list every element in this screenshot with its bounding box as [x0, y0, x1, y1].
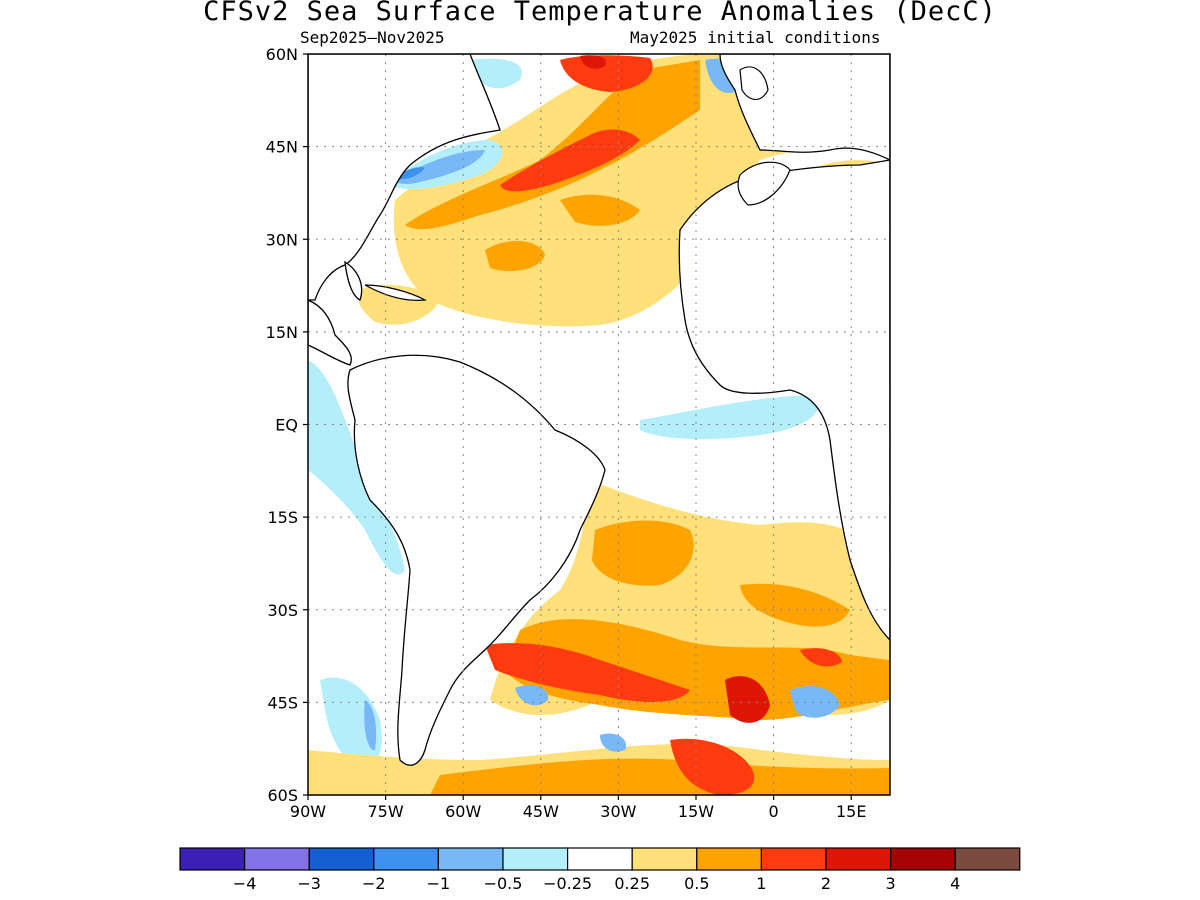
land-south-america: [347, 354, 606, 766]
lat-label: 15N: [266, 323, 298, 342]
anomaly-region-southern-ocean-red: [670, 738, 755, 795]
colorbar-swatch: [696, 847, 762, 871]
anomaly-region-equatorial-cold: [640, 395, 821, 440]
lon-label: 15E: [836, 802, 866, 821]
lon-label: 15W: [678, 802, 714, 821]
colorbar-swatch: [566, 847, 633, 871]
land-iberia: [737, 161, 791, 206]
lon-label: 90W: [290, 802, 326, 821]
lat-label: 30N: [266, 230, 298, 249]
land-british-isles: [739, 66, 769, 100]
anomaly-region-orange-mid2: [560, 194, 640, 226]
anomaly-region-pacific-blue: [364, 700, 377, 751]
lat-label: 45N: [266, 138, 298, 157]
land-cuba: [364, 284, 428, 301]
anomaly-region-red-north: [560, 55, 653, 92]
lat-label: 15S: [267, 508, 298, 527]
colorbar-swatch: [179, 847, 246, 871]
lat-label: 45S: [267, 693, 298, 712]
colorbar-swatch: [889, 847, 956, 871]
land-masses: [308, 54, 890, 766]
map-title: CFSv2 Sea Surface Temperature Anomalies …: [203, 0, 997, 27]
colorbar-tick-labels: −4 −3 −2 −1 −0.5 −0.25 0.25 0.5 1 2 3 4: [233, 874, 960, 893]
colorbar-label: −0.25: [543, 874, 592, 893]
colorbar-label: 1: [756, 874, 766, 893]
longitude-labels: 90W 75W 60W 45W 30W 15W 0 15E: [290, 802, 867, 821]
colorbar-swatch: [308, 847, 375, 871]
anomaly-region-pacific-cold: [308, 360, 405, 575]
anomaly-region-gulf-of-maine-blue: [395, 150, 485, 185]
anomaly-region-southern-ocean-orange: [430, 758, 890, 795]
anomaly-region-south-atlantic-red2: [725, 676, 770, 723]
lon-label: 30W: [600, 802, 636, 821]
anomaly-region-south-atlantic-red1: [485, 643, 690, 702]
anomaly-region-pacific-cold2: [320, 677, 382, 770]
anomaly-region-north-atlantic-red: [500, 129, 640, 192]
graticule: [308, 54, 890, 795]
lon-label: 0: [769, 802, 779, 821]
colorbar-swatch: [954, 847, 1021, 871]
colorbar-label: −1: [427, 874, 451, 893]
colorbar-label: 2: [821, 874, 831, 893]
anomaly-region-labrador-cold: [470, 58, 522, 89]
land-north-america: [308, 54, 501, 301]
colorbar-swatch: [373, 847, 439, 871]
lon-label: 60W: [445, 802, 481, 821]
anomaly-region-south-cold2: [790, 686, 840, 718]
colorbar-label: −0.5: [484, 874, 523, 893]
colorbar-label: −2: [362, 874, 386, 893]
colorbar-swatch: [631, 847, 698, 871]
colorbar-label: 3: [886, 874, 896, 893]
land-florida: [344, 260, 363, 301]
colorbar-swatch: [825, 847, 892, 871]
colorbar-swatch: [760, 847, 827, 871]
anomaly-region-orange-midlat: [485, 240, 545, 272]
axis-ticks: [303, 53, 852, 800]
latitude-labels: 60N 45N 30N 15N EQ 15S 30S 45S 60S: [266, 45, 298, 805]
forecast-period: Sep2025–Nov2025: [300, 28, 445, 47]
colorbar-swatch: [437, 847, 504, 871]
colorbar-label: 0.25: [614, 874, 650, 893]
anomaly-region-south-atlantic-orange3: [740, 583, 850, 627]
anomaly-region-north-atlantic-orange: [405, 60, 700, 230]
colorbar-swatch: [502, 847, 569, 871]
anomaly-region-south-cold1: [515, 685, 549, 706]
colorbar-swatch: [244, 847, 310, 871]
anomaly-region-south-cold3: [600, 733, 626, 752]
land-central-america: [308, 299, 352, 366]
anomaly-region-south-atlantic-red3: [800, 648, 842, 667]
lat-label: 60N: [266, 45, 298, 64]
lon-label: 45W: [523, 802, 559, 821]
anomaly-region-south-atlantic-orange1: [592, 520, 694, 586]
anomaly-region-darkred-north: [580, 55, 606, 69]
anomaly-region-caribbean: [358, 284, 440, 325]
colorbar-label: −3: [297, 874, 321, 893]
anomaly-region-gulf-of-maine-dark: [395, 167, 425, 180]
colorbar: [179, 847, 1021, 871]
colorbar-label: −4: [233, 874, 257, 893]
lat-label: 30S: [267, 601, 298, 620]
colorbar-label: 0.5: [684, 874, 709, 893]
initial-conditions: May2025 initial conditions: [630, 28, 881, 47]
lon-label: 75W: [368, 802, 404, 821]
lat-label: EQ: [275, 416, 298, 435]
colorbar-label: 4: [950, 874, 960, 893]
lat-label: 60S: [267, 786, 298, 805]
